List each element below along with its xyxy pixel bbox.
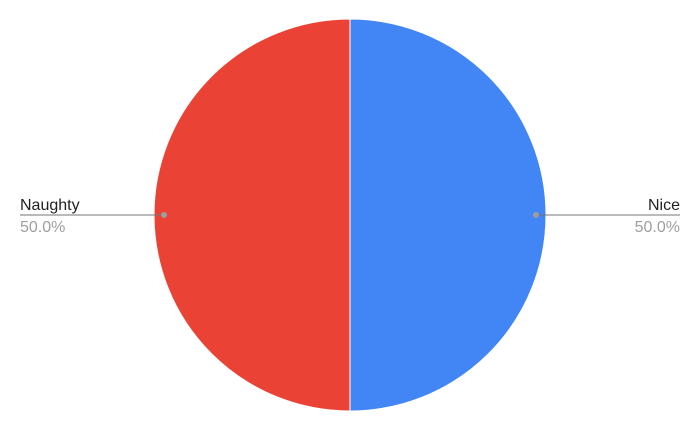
slice-label-naughty: Naughty	[20, 197, 80, 214]
leader-dot-naughty	[161, 212, 167, 218]
leader-lines	[20, 212, 680, 218]
pie-slice-nice	[349, 18, 547, 412]
pie-slices	[153, 18, 547, 412]
slice-percent-naughty: 50.0%	[20, 219, 65, 236]
slice-label-nice: Nice	[648, 197, 680, 214]
leader-dot-nice	[533, 212, 539, 218]
slice-labels: Nice 50.0% Naughty 50.0%	[20, 197, 680, 236]
slice-percent-nice: 50.0%	[635, 219, 680, 236]
pie-slice-naughty	[153, 18, 351, 412]
